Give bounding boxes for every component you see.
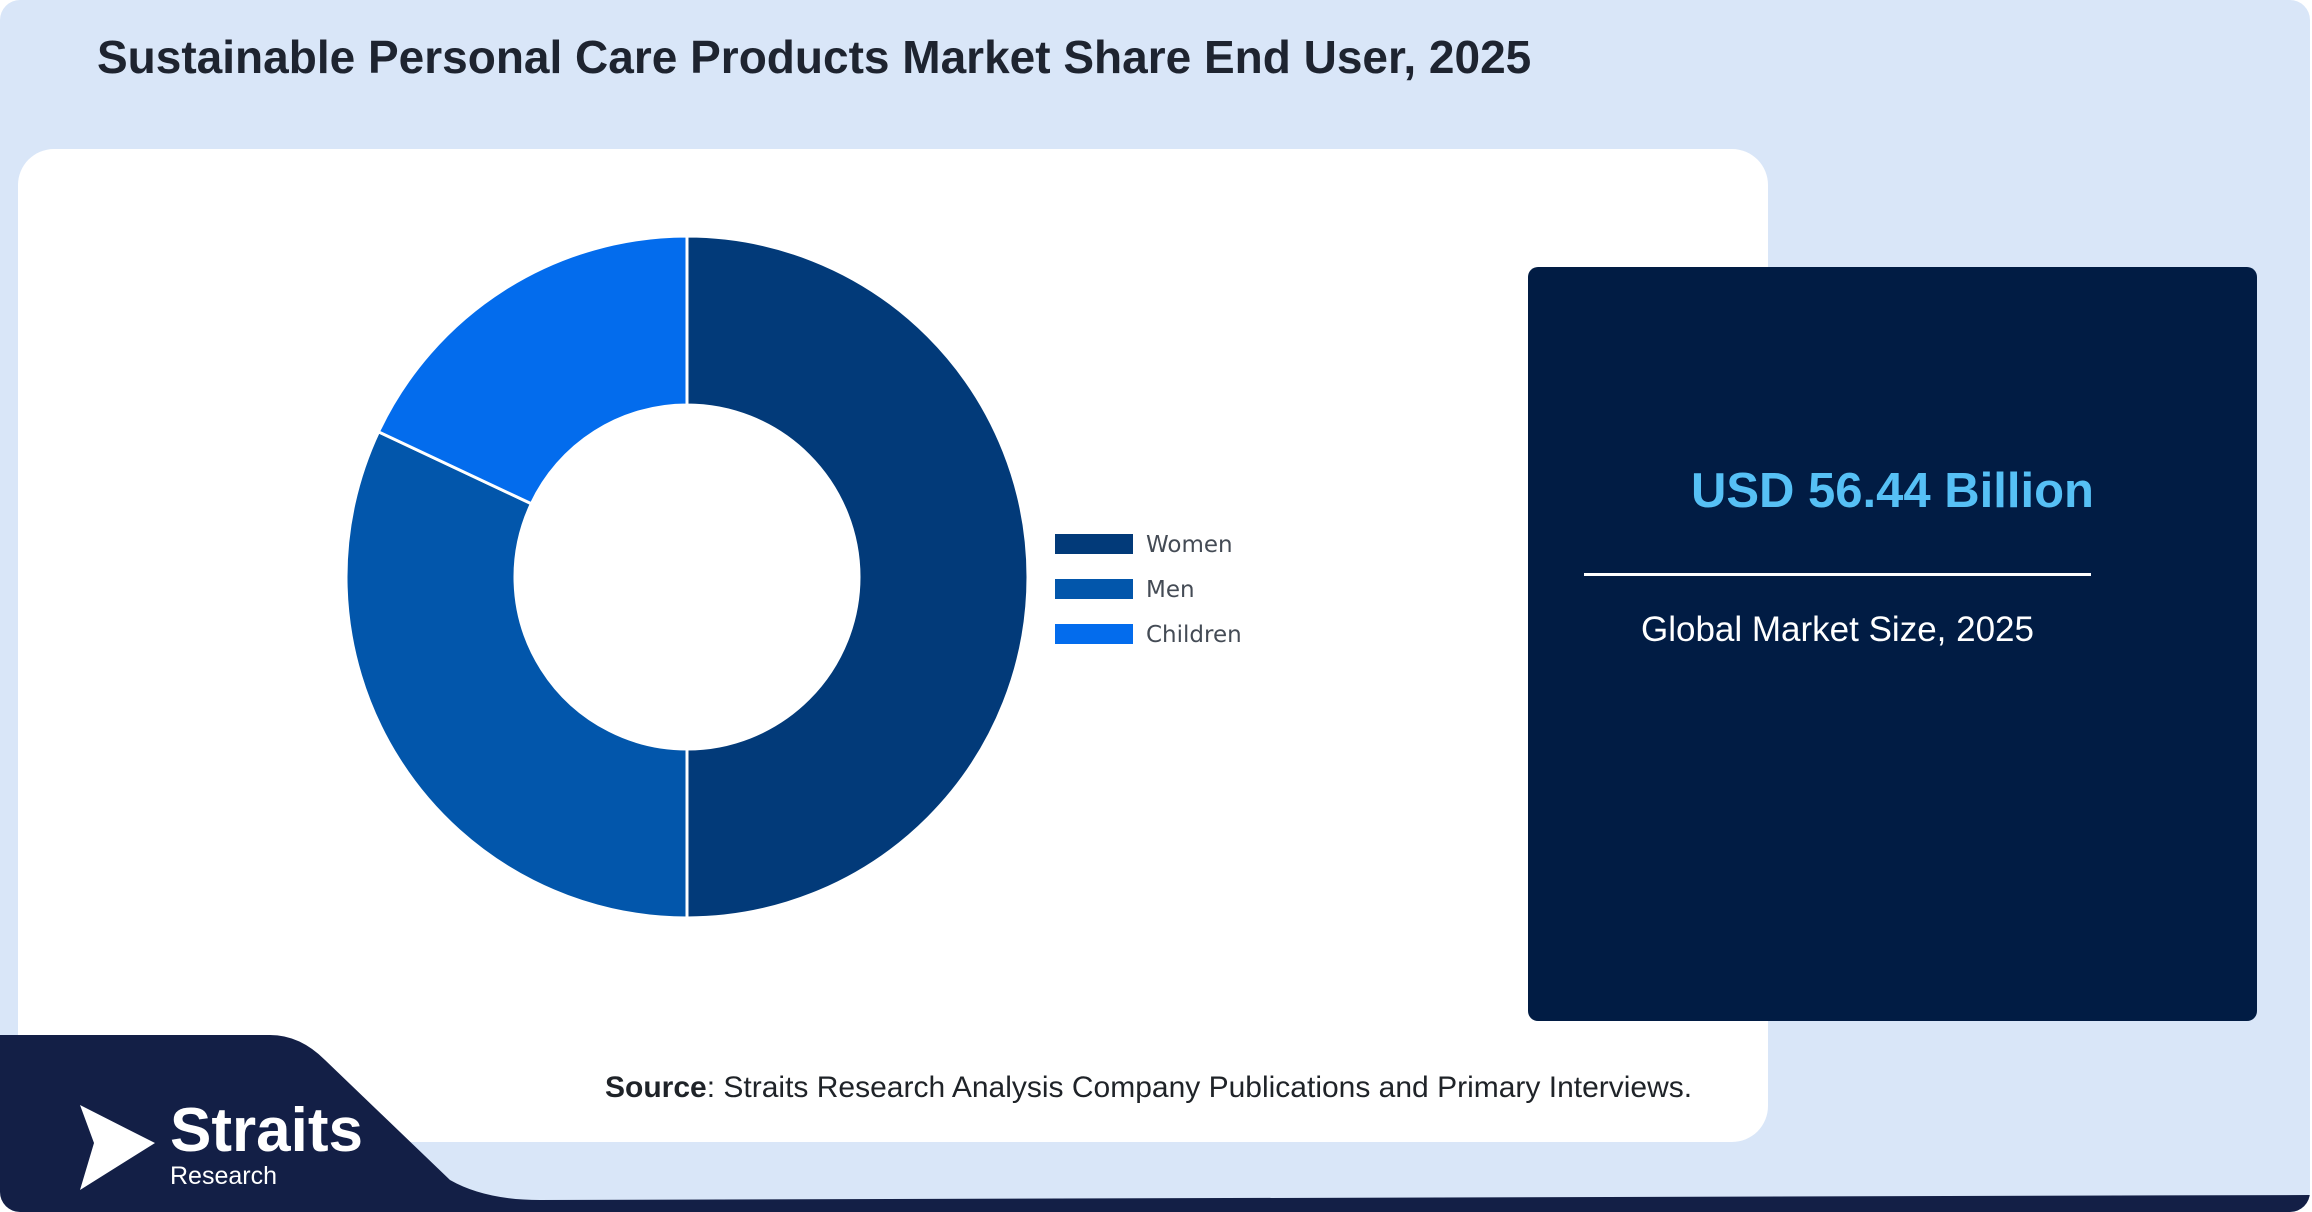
logo: Straits Research — [170, 1100, 363, 1189]
source-text: : Straits Research Analysis Company Publ… — [706, 1071, 1693, 1104]
legend-swatch-children — [1055, 624, 1133, 644]
donut-slice-men — [344, 429, 689, 920]
legend-label-men: Men — [1146, 577, 1195, 603]
market-size-panel: USD 56.44 Billion Global Market Size, 20… — [1528, 267, 2257, 1021]
market-size-value: USD 56.44 Billion — [1690, 464, 2094, 518]
chart-card: Women Men Children — [18, 149, 1768, 1142]
footer-shape — [0, 1035, 2310, 1212]
legend-swatch-men — [1055, 579, 1133, 599]
logo-wordmark: Straits — [170, 1096, 363, 1165]
market-size-label: Global Market Size, 2025 — [1641, 610, 2034, 649]
donut-slice-children — [376, 234, 689, 506]
logo-mark-icon — [80, 1105, 155, 1190]
legend-label-women: Women — [1146, 532, 1233, 558]
donut-slice-women — [685, 234, 1030, 920]
page-title: Sustainable Personal Care Products Marke… — [97, 31, 1532, 83]
source-note: Source: Straits Research Analysis Compan… — [605, 1071, 1692, 1105]
legend-swatch-women — [1055, 534, 1133, 554]
chart-legend: Women Men Children — [1055, 532, 1242, 648]
source-label: Source — [605, 1071, 707, 1104]
legend-label-children: Children — [1146, 622, 1242, 648]
donut-chart: Women Men Children — [344, 234, 1242, 920]
donut-slices — [344, 234, 1030, 920]
panel-divider — [1584, 573, 2091, 576]
logo-subtitle: Research — [170, 1162, 277, 1190]
